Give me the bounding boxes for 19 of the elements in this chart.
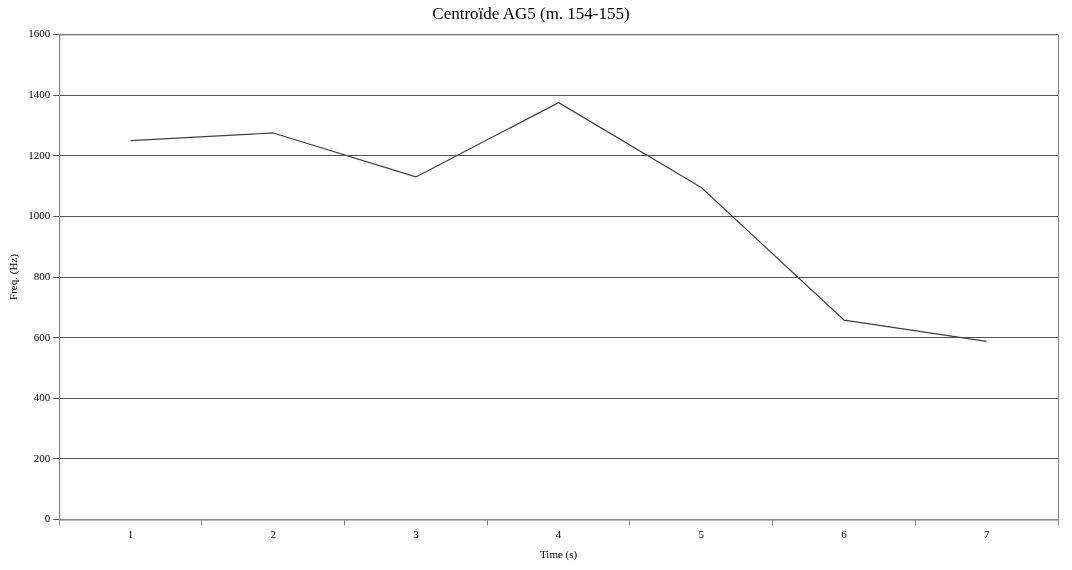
y-tick-label: 200: [33, 451, 51, 464]
y-axis-title: Freq. (Hz): [7, 253, 21, 300]
y-tick-label: 1400: [28, 87, 51, 100]
y-tick-label: 0: [44, 512, 51, 525]
y-tick-label: 400: [33, 391, 51, 404]
x-tick-label: 4: [555, 528, 562, 541]
x-tick-label: 1: [127, 528, 134, 541]
y-tick-label: 1600: [28, 27, 51, 40]
x-axis-title: Time (s): [540, 548, 578, 562]
x-tick-label: 3: [413, 528, 420, 541]
x-tick-label: 2: [270, 528, 276, 541]
x-tick-label: 7: [983, 528, 990, 541]
y-tick-label: 1200: [28, 148, 51, 161]
x-tick-label: 6: [841, 528, 848, 541]
y-tick-label: 800: [33, 269, 51, 282]
y-tick-label: 600: [33, 330, 51, 343]
chart-title: Centroïde AG5 (m. 154-155): [432, 3, 630, 23]
y-tick-label: 1000: [28, 209, 51, 222]
x-tick-label: 5: [698, 528, 705, 541]
